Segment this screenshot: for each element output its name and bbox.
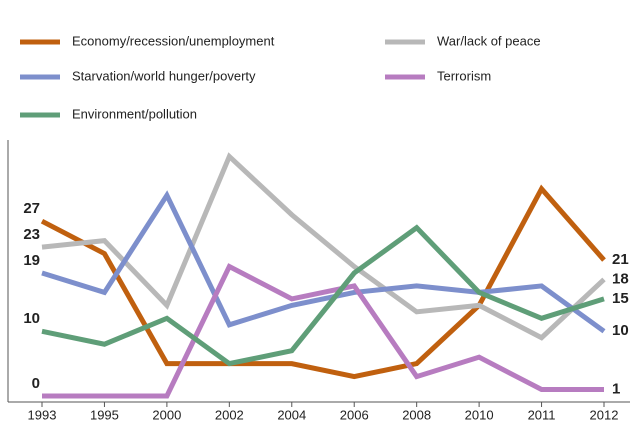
x-tick-label: 1993 <box>28 407 57 422</box>
x-tick-label: 2004 <box>277 407 306 422</box>
series-line <box>41 152 606 341</box>
data-label: 1 <box>612 380 620 397</box>
data-label: 19 <box>23 252 40 269</box>
series-line <box>42 263 604 399</box>
data-label: 23 <box>23 226 40 243</box>
x-tick-label: 2012 <box>590 407 619 422</box>
legend-label: Terrorism <box>437 68 491 83</box>
x-tick-label: 2008 <box>402 407 431 422</box>
legend-label: Starvation/world hunger/poverty <box>72 68 256 83</box>
x-tick-label: 1995 <box>90 407 119 422</box>
x-tick-label: 2006 <box>340 407 369 422</box>
series-line <box>41 190 606 334</box>
legend-label: War/lack of peace <box>437 33 541 48</box>
data-label: 15 <box>612 290 629 307</box>
series-line <box>40 184 606 380</box>
x-tick-label: 2002 <box>215 407 244 422</box>
x-tick-label: 2011 <box>528 407 556 422</box>
x-tick-label: 2000 <box>152 407 181 422</box>
series-line <box>41 224 605 367</box>
data-label: 10 <box>23 310 40 327</box>
data-label: 21 <box>612 251 629 268</box>
legend-label: Economy/recession/unemployment <box>72 33 275 48</box>
x-tick-label: 2010 <box>465 407 494 422</box>
data-label: 10 <box>612 322 629 339</box>
data-label: 18 <box>612 270 629 287</box>
legend-label: Environment/pollution <box>72 106 197 121</box>
data-label: 0 <box>32 375 40 392</box>
data-label: 27 <box>23 200 40 217</box>
